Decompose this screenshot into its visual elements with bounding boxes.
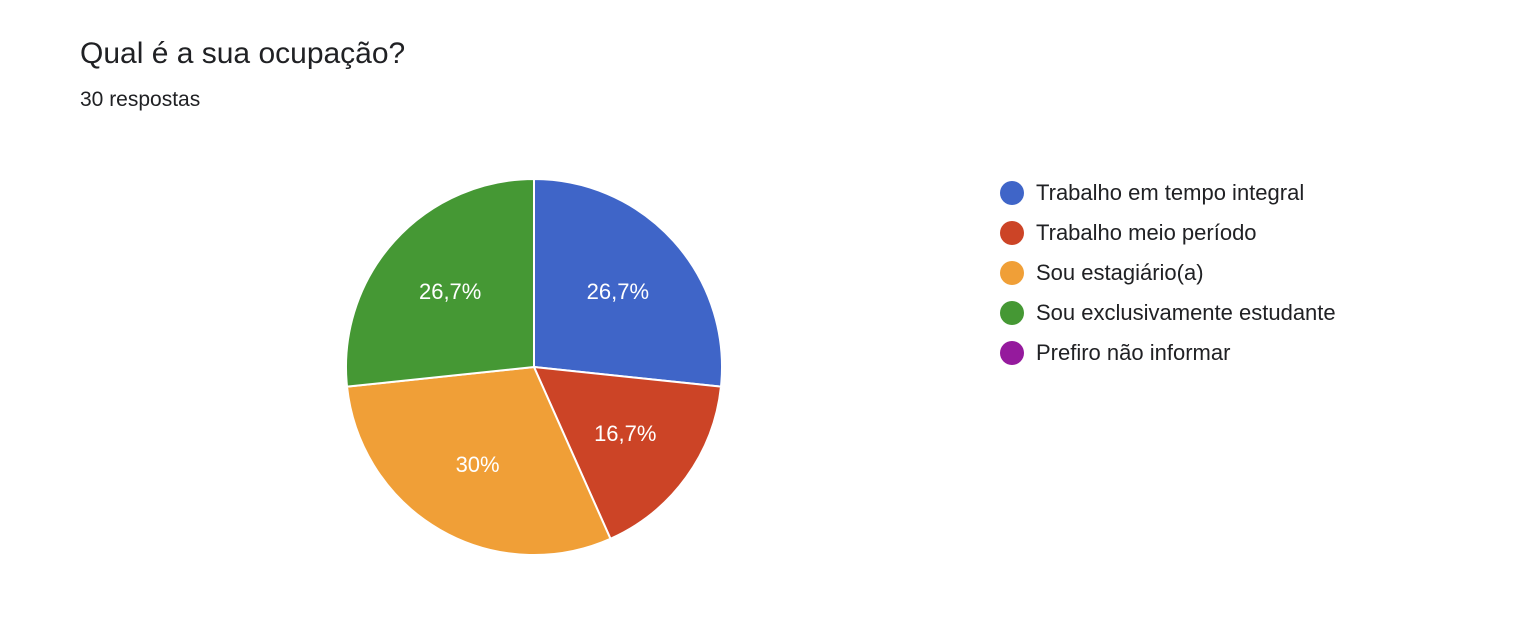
legend-label: Trabalho em tempo integral xyxy=(1036,180,1305,205)
legend-swatch xyxy=(1000,261,1024,285)
legend-swatch xyxy=(1000,301,1024,325)
legend-item[interactable]: Prefiro não informar xyxy=(1000,333,1336,373)
slice-percent-label: 16,7% xyxy=(594,421,656,446)
response-count: 30 respostas xyxy=(80,88,201,111)
chart-title: Qual é a sua ocupação? xyxy=(80,37,406,70)
slice-percent-label: 30% xyxy=(456,452,500,477)
legend-label: Prefiro não informar xyxy=(1036,340,1231,365)
legend-item[interactable]: Sou estagiário(a) xyxy=(1000,253,1336,293)
legend-label: Sou estagiário(a) xyxy=(1036,260,1204,285)
legend-swatch xyxy=(1000,181,1024,205)
slice-percent-label: 26,7% xyxy=(419,279,481,304)
pie-slice[interactable] xyxy=(532,365,723,541)
pie-slice[interactable] xyxy=(533,177,723,388)
chart-legend: Trabalho em tempo integral Trabalho meio… xyxy=(1000,173,1336,373)
legend-label: Trabalho meio período xyxy=(1036,220,1257,245)
slice-percent-label: 26,7% xyxy=(587,279,649,304)
pie-slice[interactable] xyxy=(345,365,612,557)
legend-item[interactable]: Trabalho meio período xyxy=(1000,213,1336,253)
legend-label: Sou exclusivamente estudante xyxy=(1036,300,1336,325)
legend-item[interactable]: Sou exclusivamente estudante xyxy=(1000,293,1336,333)
legend-item[interactable]: Trabalho em tempo integral xyxy=(1000,173,1336,213)
legend-swatch xyxy=(1000,341,1024,365)
pie-slice[interactable] xyxy=(345,177,535,388)
legend-swatch xyxy=(1000,221,1024,245)
